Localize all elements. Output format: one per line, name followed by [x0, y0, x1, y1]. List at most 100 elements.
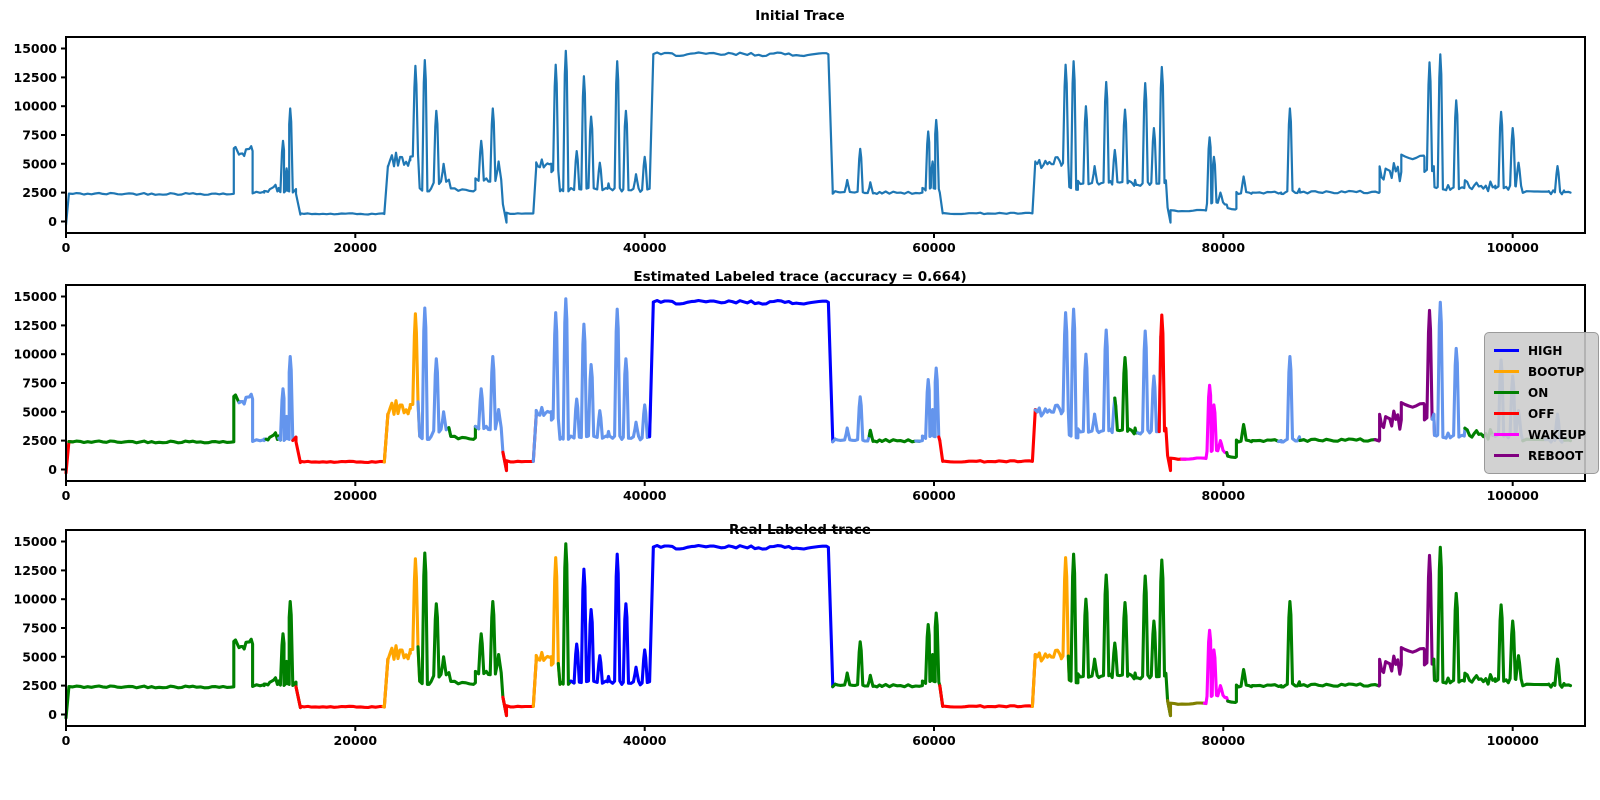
x-tick-label: 40000: [623, 488, 667, 503]
trace-segment: [237, 392, 270, 443]
trace-segment: [569, 543, 837, 689]
x-tick-label: 100000: [1487, 733, 1539, 748]
y-tick-label: 7500: [22, 621, 57, 636]
y-tick-label: 2500: [22, 185, 57, 200]
trace-segment: [831, 395, 873, 444]
legend-swatch-reboot: [1494, 454, 1519, 457]
initial-trace-plot: 0 20000 40000 60000 80000 100000 0 2500 5000 7500…: [14, 36, 1586, 255]
x-tick-label: 60000: [912, 240, 956, 255]
estimated-labeled-trace-plot: 0 20000 40000 60000 80000 100000 0 2500 5000 7500…: [14, 284, 1586, 503]
y-tick-label: 12500: [14, 70, 58, 85]
series: [64, 542, 1573, 720]
y-axis: 0 2500 5000 7500 10000 12500 15000: [14, 289, 66, 477]
trace-segment: [1157, 313, 1188, 473]
trace-segment: [531, 556, 564, 708]
trace-segment: [291, 412, 390, 465]
trace-segment: [1373, 308, 1437, 443]
legend-item-reboot: REBOOT: [1494, 445, 1590, 466]
legend-item-on: ON: [1494, 382, 1590, 403]
x-tick-label: 100000: [1487, 488, 1539, 503]
legend-item-bootup: BOOTUP: [1494, 361, 1590, 382]
trace-segment: [1066, 552, 1173, 718]
subplot-title-initial-trace: Initial Trace: [755, 8, 845, 24]
subplot-initial-trace: Initial Trace 0 20000 40000 60000 80000 10000…: [0, 0, 1600, 258]
x-tick-label: 20000: [334, 240, 378, 255]
legend: HIGH BOOTUP ON OFF WAKEUP REBOOT: [1484, 332, 1599, 474]
y-axis: 0 2500 5000 7500 10000 12500 15000: [14, 41, 66, 229]
axes-frame: [65, 36, 1586, 234]
trace-segment: [381, 557, 422, 709]
x-tick-label: 80000: [1202, 240, 1246, 255]
trace-segment: [831, 611, 945, 708]
y-tick-label: 2500: [22, 678, 57, 693]
trace-segment: [64, 440, 75, 475]
trace-segment: [1430, 300, 1469, 440]
legend-swatch-bootup: [1494, 370, 1519, 373]
trace-segment: [1226, 599, 1382, 705]
trace-segment: [1377, 553, 1437, 688]
subplot-real-labeled-trace: Real Labeled trace 0 20000 40000 60000 80000…: [0, 512, 1600, 800]
x-axis: 0 20000 40000 60000 80000 100000: [62, 726, 1539, 748]
legend-item-high: HIGH: [1494, 340, 1590, 361]
x-tick-label: 60000: [912, 733, 956, 748]
trace-segment: [473, 354, 509, 473]
y-tick-label: 5000: [22, 404, 57, 419]
y-tick-label: 2500: [22, 433, 57, 448]
legend-swatch-on: [1494, 391, 1519, 394]
trace-segment: [1202, 628, 1233, 706]
x-tick-label: 80000: [1202, 733, 1246, 748]
y-tick-label: 10000: [14, 99, 58, 114]
y-tick-label: 12500: [14, 318, 58, 333]
trace-segment: [501, 658, 538, 718]
trace-segment: [447, 424, 481, 441]
axes-frame: [65, 284, 1586, 482]
subplot-estimated-labeled-trace: Estimated Labeled trace (accuracy = 0.66…: [0, 258, 1600, 512]
y-axis: 0 2500 5000 7500 10000 12500 15000: [14, 534, 66, 722]
legend-label-reboot: REBOOT: [1528, 448, 1584, 463]
x-axis: 0 20000 40000 60000 80000 100000: [62, 481, 1539, 503]
trace-segment: [277, 354, 298, 443]
trace-segment: [294, 657, 390, 710]
y-tick-label: 15000: [14, 41, 58, 56]
x-tick-label: 40000: [623, 240, 667, 255]
legend-label-off: OFF: [1528, 406, 1555, 421]
y-tick-label: 10000: [14, 347, 58, 362]
trace-segment: [1225, 422, 1283, 460]
y-tick-label: 15000: [14, 289, 58, 304]
series: [64, 297, 1573, 475]
y-tick-label: 0: [48, 214, 57, 229]
x-tick-label: 60000: [912, 488, 956, 503]
real-labeled-trace-plot: 0 20000 40000 60000 80000 100000 0 2500 5000 7500…: [14, 529, 1586, 748]
legend-item-off: OFF: [1494, 403, 1590, 424]
trace-segment: [1298, 437, 1381, 443]
trace-segment: [937, 407, 1039, 464]
legend-label-bootup: BOOTUP: [1528, 364, 1585, 379]
trace-segment: [914, 366, 942, 443]
legend-swatch-off: [1494, 412, 1519, 415]
x-tick-label: 0: [62, 240, 71, 255]
legend-label-high: HIGH: [1528, 343, 1563, 358]
subplot-title-estimated-labeled-trace: Estimated Labeled trace (accuracy = 0.66…: [633, 269, 967, 285]
y-tick-label: 12500: [14, 563, 58, 578]
trace-segment: [1030, 556, 1071, 708]
trace-segment: [867, 428, 922, 444]
trace-segment: [501, 413, 538, 473]
y-tick-label: 7500: [22, 376, 57, 391]
trace-segment: [382, 312, 422, 464]
x-tick-label: 20000: [334, 488, 378, 503]
trace-segment: [556, 542, 576, 686]
trace-segment: [648, 298, 837, 444]
legend-swatch-wakeup: [1494, 433, 1519, 436]
trace-segment: [416, 551, 509, 718]
x-tick-label: 100000: [1487, 240, 1539, 255]
x-tick-label: 0: [62, 733, 71, 748]
trace-segment: [64, 49, 1572, 226]
trace-segment: [1136, 329, 1163, 436]
legend-swatch-high: [1494, 349, 1519, 352]
trace-segment: [416, 306, 453, 441]
x-tick-label: 0: [62, 488, 71, 503]
y-tick-label: 0: [48, 462, 57, 477]
x-tick-label: 40000: [623, 733, 667, 748]
trace-segment: [1180, 383, 1230, 461]
y-tick-label: 10000: [14, 592, 58, 607]
